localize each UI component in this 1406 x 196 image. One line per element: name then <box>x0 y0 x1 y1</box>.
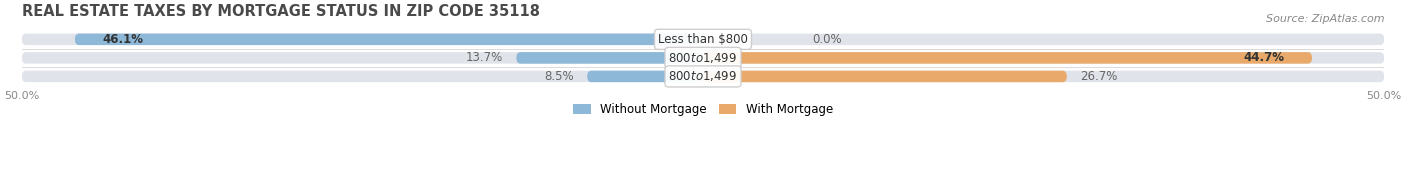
Text: $800 to $1,499: $800 to $1,499 <box>668 51 738 65</box>
FancyBboxPatch shape <box>703 71 1067 82</box>
Text: 44.7%: 44.7% <box>1244 51 1285 64</box>
FancyBboxPatch shape <box>703 52 1312 64</box>
FancyBboxPatch shape <box>21 52 1385 64</box>
Text: 0.0%: 0.0% <box>813 33 842 46</box>
Text: Less than $800: Less than $800 <box>658 33 748 46</box>
Text: $800 to $1,499: $800 to $1,499 <box>668 69 738 83</box>
Text: 46.1%: 46.1% <box>103 33 143 46</box>
FancyBboxPatch shape <box>588 71 703 82</box>
Text: 13.7%: 13.7% <box>465 51 503 64</box>
Text: 8.5%: 8.5% <box>544 70 574 83</box>
Text: 26.7%: 26.7% <box>1080 70 1118 83</box>
Text: REAL ESTATE TAXES BY MORTGAGE STATUS IN ZIP CODE 35118: REAL ESTATE TAXES BY MORTGAGE STATUS IN … <box>21 4 540 19</box>
FancyBboxPatch shape <box>75 34 703 45</box>
FancyBboxPatch shape <box>21 71 1385 82</box>
Text: Source: ZipAtlas.com: Source: ZipAtlas.com <box>1267 14 1385 24</box>
FancyBboxPatch shape <box>516 52 703 64</box>
FancyBboxPatch shape <box>21 34 1385 45</box>
Legend: Without Mortgage, With Mortgage: Without Mortgage, With Mortgage <box>568 98 838 121</box>
